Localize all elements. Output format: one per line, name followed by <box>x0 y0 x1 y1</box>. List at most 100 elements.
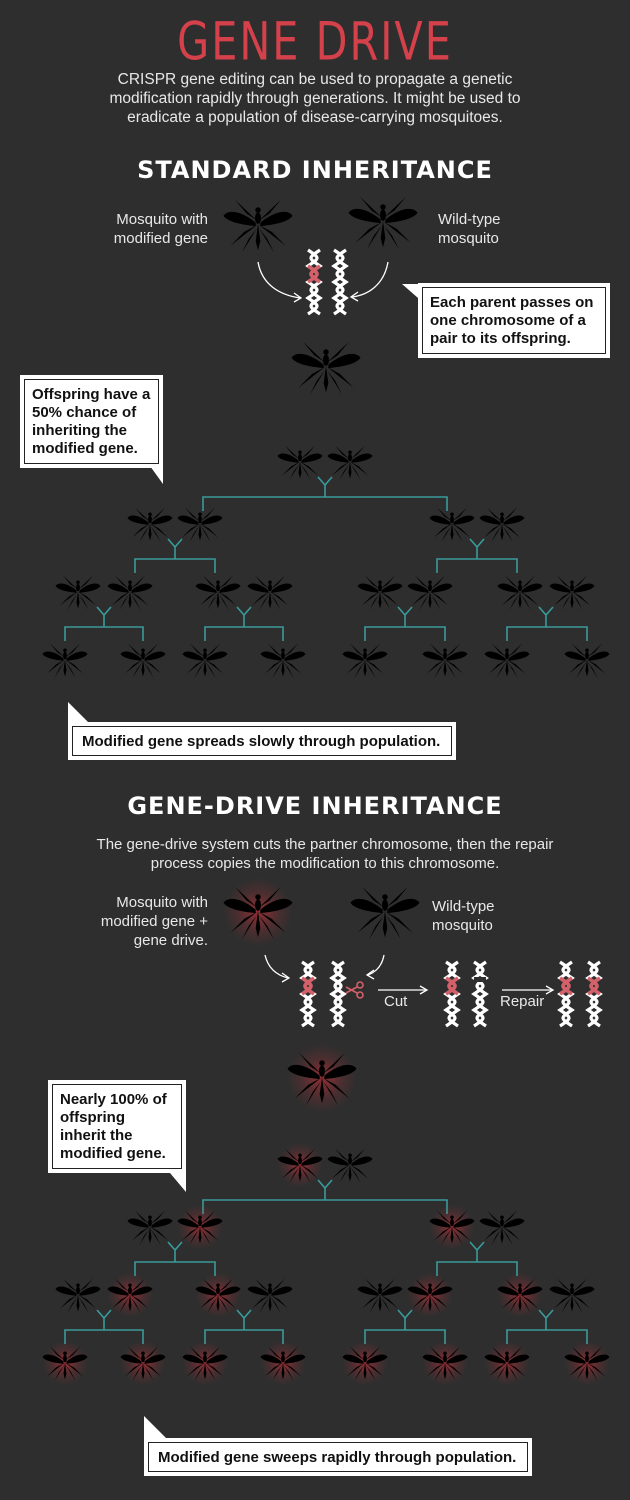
wild-mosquito <box>55 572 101 610</box>
gd-parent-modified-mosquito <box>223 877 293 947</box>
wild-mosquito <box>127 1207 173 1245</box>
standard-right-label: Wild-type mosquito <box>438 211 501 247</box>
parent-wild-mosquito <box>348 192 418 250</box>
wild-mosquito <box>342 640 388 678</box>
wild-mosquito <box>55 1275 101 1313</box>
pair-connector <box>167 1241 183 1255</box>
modified-mosquito <box>429 1204 475 1250</box>
branch-line <box>134 1261 216 1276</box>
standard-heading: STANDARD INHERITANCE <box>137 156 493 184</box>
gen1-wild-mosquito <box>327 1145 373 1183</box>
pair-connector <box>538 606 554 620</box>
modified-mosquito <box>120 1340 166 1386</box>
wild-mosquito <box>247 572 293 610</box>
intro-text: CRISPR gene editing can be used to propa… <box>109 71 521 126</box>
wild-mosquito <box>182 640 228 678</box>
modified-mosquito <box>342 1340 388 1386</box>
gen1-modified-mosquito <box>277 1142 323 1188</box>
gd-chromosome-modified <box>300 960 316 1028</box>
wild-mosquito <box>497 572 543 610</box>
callout-pointer <box>144 1416 166 1438</box>
wild-mosquito <box>549 572 595 610</box>
repaired-chromosome-1 <box>558 960 574 1028</box>
branch-line <box>64 1329 144 1344</box>
repaired-chromosome-2 <box>586 960 602 1028</box>
gd-offspring-modified-mosquito <box>287 1043 357 1113</box>
arrow-left-icon <box>257 261 301 299</box>
chromosome-modified <box>306 248 322 316</box>
branch-line <box>202 496 448 511</box>
branch-line <box>364 626 446 641</box>
pair-connector <box>397 1309 413 1323</box>
modified-mosquito <box>497 1272 543 1318</box>
modified-mosquito <box>407 1272 453 1318</box>
wild-mosquito <box>247 1275 293 1313</box>
standard-left-label: Mosquito with modified gene <box>113 211 208 247</box>
cut-chromosome-wild <box>472 960 488 1028</box>
branch-line <box>436 1261 518 1276</box>
repair-label: Repair <box>500 993 545 1010</box>
pair-connector <box>167 538 183 552</box>
page-title: GENE DRIVE <box>177 9 453 73</box>
pair-connector <box>317 1179 333 1193</box>
callout-offspring-100: Nearly 100% of offspring inherit the mod… <box>48 1080 186 1173</box>
wild-mosquito <box>127 504 173 542</box>
pair-connector <box>469 538 485 552</box>
modified-mosquito <box>564 1340 610 1386</box>
genedrive-description: The gene-drive system cuts the partner c… <box>96 836 554 872</box>
wild-mosquito <box>120 640 166 678</box>
branch-line <box>506 1329 588 1344</box>
callout-parent-chromosome: Each parent passes on one chromosome of … <box>418 283 610 358</box>
modified-mosquito <box>42 1340 88 1386</box>
modified-mosquito <box>177 504 223 542</box>
callout-pointer <box>170 1173 186 1192</box>
cut-chromosome-modified <box>444 960 460 1028</box>
gd-parent-wild-mosquito <box>350 882 420 940</box>
pair-connector <box>236 1309 252 1323</box>
offspring-modified-mosquito <box>291 337 361 395</box>
wild-mosquito <box>407 572 453 610</box>
gen1-wild-mosquito <box>327 442 373 480</box>
pair-connector <box>317 476 333 490</box>
arrow-right-icon <box>367 954 385 976</box>
callout-spreads-slowly: Modified gene spreads slowly through pop… <box>68 722 456 760</box>
wild-mosquito <box>429 504 475 542</box>
modified-mosquito <box>42 640 88 678</box>
wild-mosquito <box>484 640 530 678</box>
pair-connector <box>538 1309 554 1323</box>
modified-mosquito <box>107 572 153 610</box>
genedrive-left-label: Mosquito with modified gene + gene drive… <box>100 894 208 949</box>
gd-chromosome-wild <box>330 960 346 1028</box>
branch-line <box>506 626 588 641</box>
callout-pointer <box>150 466 163 484</box>
wild-mosquito <box>357 1275 403 1313</box>
wild-mosquito <box>260 640 306 678</box>
genedrive-right-label: Wild-type mosquito <box>432 898 495 934</box>
genedrive-heading: GENE-DRIVE INHERITANCE <box>127 792 503 820</box>
modified-mosquito <box>182 1340 228 1386</box>
gen1-modified-mosquito <box>277 442 323 480</box>
callout-pointer <box>68 702 88 722</box>
modified-mosquito <box>177 1204 223 1250</box>
chromosome-wild <box>332 248 348 316</box>
branch-line <box>364 1329 446 1344</box>
scissors-icon <box>345 981 364 999</box>
arrow-left-icon <box>264 954 289 979</box>
pair-connector <box>236 606 252 620</box>
wild-mosquito <box>479 504 525 542</box>
modified-mosquito <box>484 1340 530 1386</box>
modified-mosquito <box>195 1272 241 1318</box>
arrow-right-icon <box>351 261 389 298</box>
pair-connector <box>397 606 413 620</box>
modified-mosquito <box>422 1340 468 1386</box>
branch-line <box>204 626 284 641</box>
pair-connector <box>96 606 112 620</box>
cut-label: Cut <box>384 993 408 1010</box>
pair-connector <box>469 1241 485 1255</box>
wild-mosquito <box>564 640 610 678</box>
modified-mosquito <box>107 1272 153 1318</box>
wild-mosquito <box>422 640 468 678</box>
branch-line <box>204 1329 284 1344</box>
callout-offspring-50: Offspring have a 50% chance of inheritin… <box>20 375 163 468</box>
